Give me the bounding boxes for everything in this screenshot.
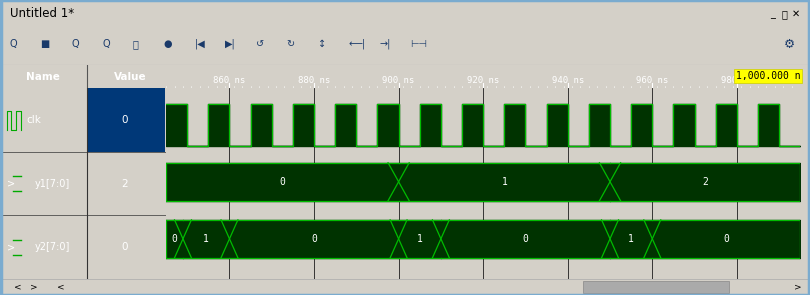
Text: clk: clk (26, 115, 41, 125)
Text: Name: Name (26, 72, 60, 82)
Text: 980 ns: 980 ns (721, 76, 753, 85)
Bar (88, 88, 165, 152)
Text: 0: 0 (122, 115, 128, 125)
Text: >: > (6, 242, 15, 252)
Text: >: > (30, 282, 38, 291)
Text: y1[7:0]: y1[7:0] (35, 179, 70, 189)
Text: 1: 1 (417, 234, 423, 244)
Text: 1,000.000 n: 1,000.000 n (735, 71, 800, 81)
Text: 0: 0 (522, 234, 528, 244)
Text: _: _ (770, 9, 775, 19)
Text: 0: 0 (723, 234, 729, 244)
Text: <: < (14, 282, 22, 291)
Text: 860 ns: 860 ns (213, 76, 245, 85)
Text: 口: 口 (781, 9, 787, 19)
Text: ●: ● (164, 39, 172, 49)
Text: 960 ns: 960 ns (636, 76, 668, 85)
Text: ⤢: ⤢ (133, 39, 139, 49)
Text: ↕: ↕ (318, 39, 326, 49)
Text: Q: Q (10, 39, 17, 49)
Text: |◀: |◀ (194, 39, 205, 50)
Text: 2: 2 (122, 179, 128, 189)
Bar (583, 281, 729, 293)
Text: 940 ns: 940 ns (552, 76, 584, 85)
Text: 1: 1 (501, 177, 507, 187)
Text: 2: 2 (702, 177, 708, 187)
Text: 0: 0 (279, 177, 285, 187)
Text: <: < (57, 282, 65, 291)
Text: >: > (6, 179, 15, 189)
Text: ↻: ↻ (287, 39, 295, 49)
Text: 900 ns: 900 ns (382, 76, 415, 85)
Text: 880 ns: 880 ns (298, 76, 330, 85)
Text: 0: 0 (311, 234, 317, 244)
Text: Value: Value (113, 72, 146, 82)
Text: 920 ns: 920 ns (467, 76, 499, 85)
Text: ↺: ↺ (256, 39, 264, 49)
Text: ■: ■ (40, 39, 49, 49)
Text: ✕: ✕ (791, 9, 799, 19)
Text: Untitled 1*: Untitled 1* (10, 7, 74, 20)
Text: 0: 0 (122, 242, 128, 252)
Text: →|: →| (379, 39, 390, 50)
Text: ⊢⊣: ⊢⊣ (410, 39, 427, 49)
Text: ▶|: ▶| (225, 39, 236, 50)
Text: ⟵|: ⟵| (348, 39, 365, 50)
Text: ⚙: ⚙ (784, 38, 795, 51)
Text: Q: Q (71, 39, 79, 49)
Text: 1: 1 (629, 234, 634, 244)
Text: Q: Q (102, 39, 109, 49)
Text: 1: 1 (203, 234, 209, 244)
Text: 0: 0 (172, 234, 177, 244)
Text: >: > (794, 282, 802, 291)
Text: y2[7:0]: y2[7:0] (35, 242, 70, 252)
